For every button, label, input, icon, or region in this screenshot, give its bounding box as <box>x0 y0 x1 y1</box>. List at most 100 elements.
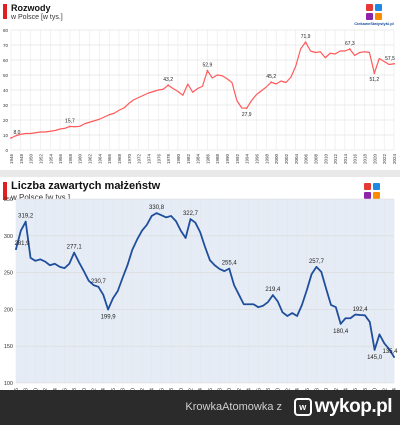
y-tick-label: 0 <box>5 148 8 153</box>
data-label: 180,4 <box>333 329 349 335</box>
labeled-point <box>15 248 17 251</box>
x-tick-label: 1990 <box>225 154 230 165</box>
x-tick-label: 2020 <box>372 154 377 165</box>
x-tick-label: 2006 <box>304 154 309 165</box>
data-label: 27,9 <box>242 112 252 118</box>
x-tick-label: 2004 <box>295 388 301 390</box>
x-tick-label: 1980 <box>176 154 181 165</box>
x-tick-label: 2000 <box>274 154 279 165</box>
x-tick-label: 2014 <box>344 388 350 390</box>
x-tick-label: 1996 <box>255 154 260 165</box>
x-tick-label: 1968 <box>121 388 127 390</box>
labeled-point <box>189 218 192 220</box>
x-tick-label: 2002 <box>284 154 289 165</box>
x-tick-label: 1980 <box>179 388 185 390</box>
panel-separator <box>0 170 400 177</box>
data-label: 277,1 <box>67 245 83 251</box>
labeled-point <box>24 220 27 223</box>
x-tick-label: 1948 <box>19 154 24 165</box>
x-tick-label: 1976 <box>156 154 161 165</box>
x-tick-label: 1968 <box>117 154 122 165</box>
x-tick-label: 1962 <box>88 154 93 165</box>
labeled-point <box>10 137 12 139</box>
data-label: 257,7 <box>309 259 325 265</box>
x-tick-label: 1958 <box>72 388 78 390</box>
x-tick-label: 1992 <box>235 154 240 165</box>
x-tick-label: 1978 <box>169 388 175 390</box>
wykop-logo-icon: w <box>293 398 312 416</box>
data-label: 52,9 <box>203 63 213 69</box>
x-tick-label: 1986 <box>208 388 214 390</box>
x-tick-label: 1964 <box>97 154 102 165</box>
y-tick-label: 10 <box>3 133 9 138</box>
labeled-point <box>228 267 231 270</box>
data-label: 15,7 <box>65 118 75 124</box>
x-tick-label: 1958 <box>68 154 73 165</box>
author-attribution[interactable]: KrowkaAtomowka z <box>185 401 282 413</box>
x-tick-label: 1964 <box>101 388 107 390</box>
y-tick-label: 50 <box>3 73 9 78</box>
data-label: 145,0 <box>367 355 383 361</box>
labeled-point <box>107 308 109 311</box>
x-tick-label: 1946 <box>9 154 14 165</box>
x-tick-label: 2022 <box>382 154 387 165</box>
x-tick-label: 1946 <box>14 388 20 390</box>
x-tick-label: 1954 <box>48 154 53 165</box>
x-tick-label: 1994 <box>247 388 253 390</box>
labeled-point <box>155 212 158 215</box>
data-label: 71,9 <box>301 34 311 40</box>
y-tick-label: 20 <box>3 118 9 123</box>
data-label: 8,0 <box>14 130 21 136</box>
y-tick-label: 250 <box>4 271 13 277</box>
data-label: 192,4 <box>353 307 369 313</box>
y-tick-label: 100 <box>4 381 13 387</box>
y-tick-label: 40 <box>3 88 9 93</box>
x-tick-label: 1990 <box>227 388 233 390</box>
x-tick-label: 1982 <box>186 154 191 165</box>
site-logo: CiekaweStatystyki.pl <box>352 4 396 30</box>
x-tick-label: 1984 <box>196 154 201 165</box>
y-tick-label: 80 <box>3 28 9 33</box>
labeled-point <box>245 107 248 110</box>
data-label: 230,7 <box>91 279 107 285</box>
x-tick-label: 2018 <box>363 388 369 390</box>
data-label: 45,2 <box>266 74 276 80</box>
x-tick-label: 2016 <box>353 388 359 390</box>
logo-squares-icon <box>366 4 382 20</box>
data-label: 57,5 <box>385 56 395 62</box>
x-tick-label: 1960 <box>78 154 83 165</box>
x-tick-label: 2020 <box>373 388 379 390</box>
labeled-point <box>315 266 318 268</box>
data-label: 255,4 <box>222 261 238 267</box>
x-tick-label: 1994 <box>245 154 250 165</box>
marriages-chart-panel: Liczba zawartych małżeństw w Polsce [w t… <box>0 177 400 390</box>
x-tick-label: 2004 <box>294 154 299 165</box>
data-label: 51,2 <box>369 77 379 83</box>
labeled-point <box>359 314 361 316</box>
x-tick-label: 2002 <box>285 388 291 390</box>
x-tick-label: 1966 <box>107 154 112 165</box>
x-tick-label: 1976 <box>159 388 165 390</box>
x-tick-label: 1956 <box>58 154 63 165</box>
y-tick-label: 350 <box>4 197 13 203</box>
x-tick-label: 2008 <box>314 388 320 390</box>
labeled-point <box>339 322 342 325</box>
labeled-point <box>373 348 376 351</box>
data-label: 219,4 <box>265 287 281 293</box>
labeled-point <box>97 285 100 288</box>
y-tick-label: 60 <box>3 58 9 63</box>
x-tick-label: 1954 <box>53 388 59 390</box>
labeled-point <box>393 62 395 65</box>
x-tick-label: 2012 <box>334 388 340 390</box>
x-tick-label: 1956 <box>62 388 68 390</box>
data-label: 67,3 <box>345 41 355 47</box>
x-tick-label: 1978 <box>166 154 171 165</box>
divorces-line-chart: 0 10 20 30 40 50 60 70 80 1946 1948 1950 1952 1954 195… <box>3 28 397 165</box>
x-tick-label: 2012 <box>333 154 338 165</box>
wykop-logo[interactable]: w wykop.pl <box>293 396 393 418</box>
x-tick-label: 1984 <box>198 388 204 390</box>
wykop-logo-text: wykop.pl <box>314 396 393 417</box>
x-tick-label: 1962 <box>92 388 98 390</box>
x-tick-label: 2008 <box>313 154 318 165</box>
labeled-point <box>393 356 395 358</box>
